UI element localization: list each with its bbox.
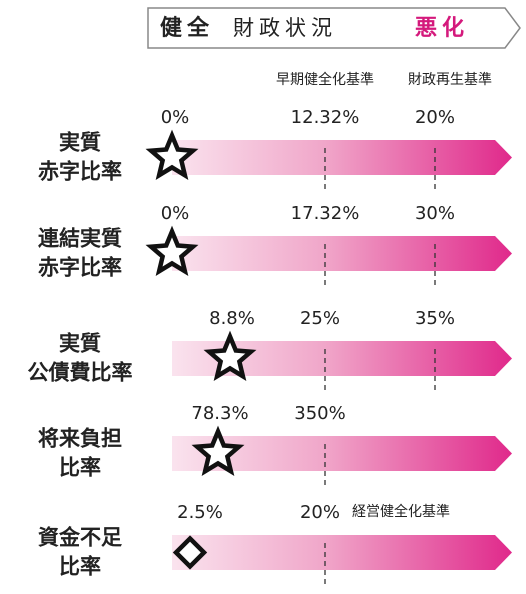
threshold-value: 350%: [294, 403, 345, 424]
threshold-value: 30%: [415, 203, 455, 224]
threshold-value: 25%: [300, 308, 340, 329]
threshold-value: 35%: [415, 308, 455, 329]
gauge-bar: [172, 436, 512, 471]
row-label: 比率: [59, 555, 101, 579]
header-left: 健全: [160, 15, 214, 41]
header-box: [147, 7, 521, 49]
row-label: 実質: [59, 131, 101, 155]
gauge-bar: [172, 341, 512, 376]
threshold-label: 財政再生基準: [408, 71, 492, 88]
threshold-value: 17.32%: [291, 203, 360, 224]
value-label: 78.3%: [191, 403, 248, 424]
star-marker: [145, 129, 199, 181]
star-marker: [191, 425, 245, 477]
row-label: 将来負担: [38, 427, 122, 451]
row-label: 赤字比率: [38, 256, 122, 280]
star-marker: [203, 330, 257, 382]
gauge-bar: [172, 535, 512, 570]
row-label: 連結実質: [38, 227, 122, 251]
threshold-value: 20%: [300, 502, 340, 523]
threshold-label: 早期健全化基準: [276, 71, 374, 88]
diamond-marker: [172, 535, 208, 570]
star-marker: [145, 225, 199, 277]
value-label: 8.8%: [209, 308, 255, 329]
gauge-bar: [172, 140, 512, 175]
row-label: 公債費比率: [28, 361, 133, 385]
row-label: 赤字比率: [38, 160, 122, 184]
threshold-value: 20%: [415, 107, 455, 128]
row-label: 実質: [59, 332, 101, 356]
threshold-note: 経営健全化基準: [352, 503, 450, 520]
gauge-bar: [172, 236, 512, 271]
header-middle: 財政状況: [233, 16, 337, 40]
value-label: 2.5%: [177, 502, 223, 523]
header-right: 悪化: [415, 15, 469, 41]
value-label: 0%: [161, 107, 190, 128]
threshold-value: 12.32%: [291, 107, 360, 128]
row-label: 比率: [59, 456, 101, 480]
value-label: 0%: [161, 203, 190, 224]
row-label: 資金不足: [38, 526, 122, 550]
